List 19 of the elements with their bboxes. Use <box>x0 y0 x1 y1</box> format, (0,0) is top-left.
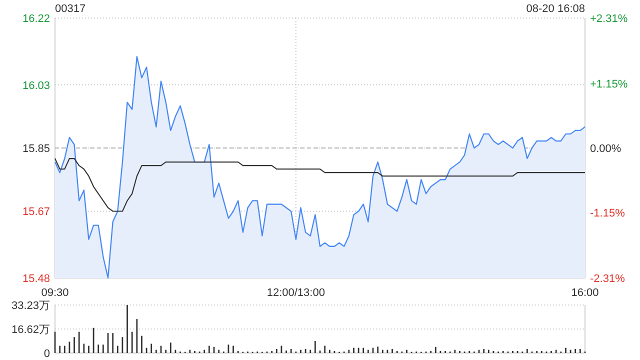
chart-title: 00317 <box>55 3 86 15</box>
y-tick-label: 15.67 <box>22 206 50 218</box>
y-tick-label: 15.85 <box>22 143 50 155</box>
y-tick-label: 33.23万 <box>11 300 50 312</box>
y-tick-label: 16.62万 <box>11 324 50 336</box>
y2-tick-label: +2.31% <box>590 13 628 25</box>
y-tick-label: 16.03 <box>22 80 50 92</box>
y2-tick-label: -1.15% <box>590 208 626 220</box>
y-tick-label: 16.22 <box>22 13 50 25</box>
x-tick-label: 12:00/13:00 <box>266 287 325 299</box>
text: 08-20 16:08 <box>526 3 585 15</box>
y-tick-label: 0 <box>44 348 50 360</box>
x-tick-label: 16:00 <box>571 287 599 299</box>
y2-tick-label: +1.15% <box>590 78 628 90</box>
y2-tick-label: -2.31% <box>590 273 626 285</box>
y2-tick-label: 0.00% <box>590 143 622 155</box>
y-tick-label: 15.48 <box>22 273 50 285</box>
line-series <box>54 158 586 212</box>
x-tick-label: 09:30 <box>41 287 69 299</box>
